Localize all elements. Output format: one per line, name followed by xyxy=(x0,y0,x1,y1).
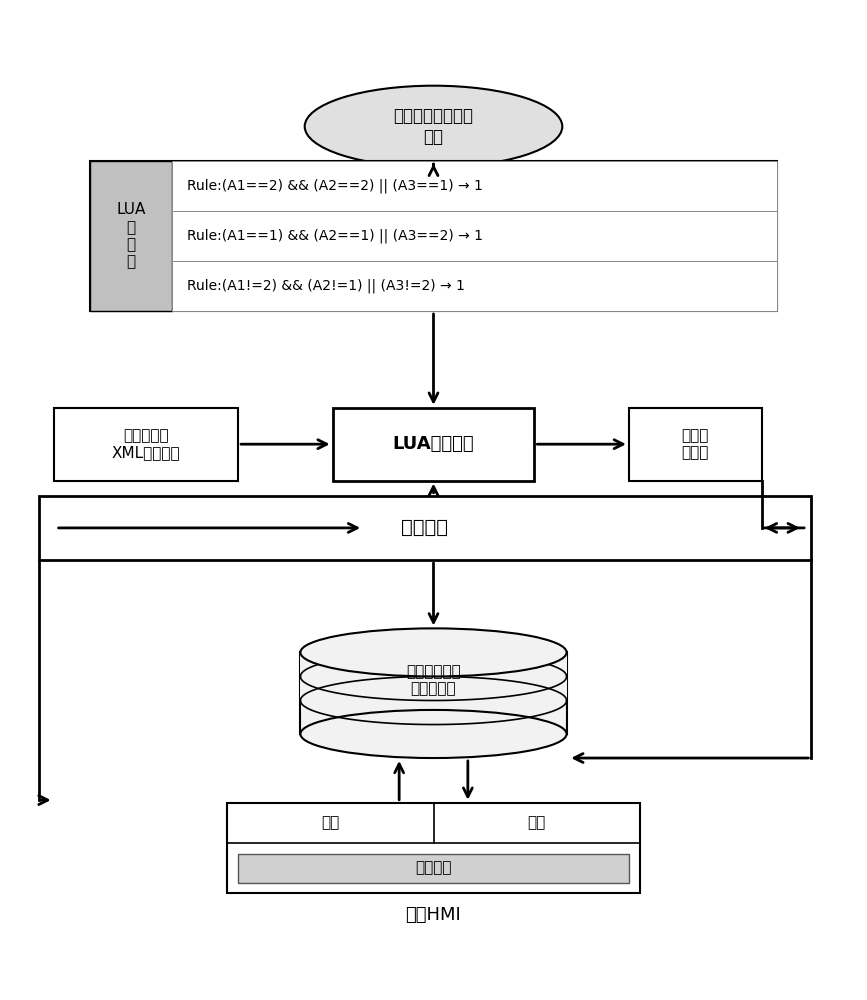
Text: 遥控闭
锁结果: 遥控闭 锁结果 xyxy=(681,428,709,460)
FancyBboxPatch shape xyxy=(38,496,812,560)
FancyBboxPatch shape xyxy=(172,211,777,261)
Ellipse shape xyxy=(300,710,567,758)
Text: 培训仿真系统
实时数据库: 培训仿真系统 实时数据库 xyxy=(406,664,461,697)
Text: 按设备、规则类型
分类: 按设备、规则类型 分类 xyxy=(394,107,473,146)
Text: 关联信号点
XML输入文件: 关联信号点 XML输入文件 xyxy=(112,428,180,460)
FancyBboxPatch shape xyxy=(90,161,777,311)
FancyBboxPatch shape xyxy=(227,803,640,893)
Ellipse shape xyxy=(300,628,567,676)
FancyBboxPatch shape xyxy=(54,408,238,481)
Text: 执行: 执行 xyxy=(322,815,340,830)
Text: Rule:(A1!=2) && (A2!=1) || (A3!=2) → 1: Rule:(A1!=2) && (A2!=1) || (A3!=2) → 1 xyxy=(187,279,465,293)
Text: 遥控操作: 遥控操作 xyxy=(415,861,452,876)
FancyBboxPatch shape xyxy=(300,652,567,734)
FancyBboxPatch shape xyxy=(629,408,762,481)
FancyBboxPatch shape xyxy=(300,652,567,676)
FancyBboxPatch shape xyxy=(172,161,777,211)
FancyBboxPatch shape xyxy=(333,408,534,481)
Text: Rule:(A1==2) && (A2==2) || (A3==1) → 1: Rule:(A1==2) && (A2==2) || (A3==1) → 1 xyxy=(187,179,483,193)
FancyBboxPatch shape xyxy=(172,261,777,311)
Text: 系统HMI: 系统HMI xyxy=(406,906,461,924)
FancyBboxPatch shape xyxy=(238,854,629,883)
Text: LUA
规
则
库: LUA 规 则 库 xyxy=(116,202,146,270)
Text: Rule:(A1==1) && (A2==1) || (A3==2) → 1: Rule:(A1==1) && (A2==1) || (A3==2) → 1 xyxy=(187,229,483,243)
Text: 返回: 返回 xyxy=(527,815,545,830)
FancyBboxPatch shape xyxy=(90,161,172,311)
Text: LUA脚本引擎: LUA脚本引擎 xyxy=(393,435,474,453)
Text: 数据引擎: 数据引擎 xyxy=(401,518,448,537)
FancyBboxPatch shape xyxy=(300,676,567,700)
Ellipse shape xyxy=(304,86,563,167)
